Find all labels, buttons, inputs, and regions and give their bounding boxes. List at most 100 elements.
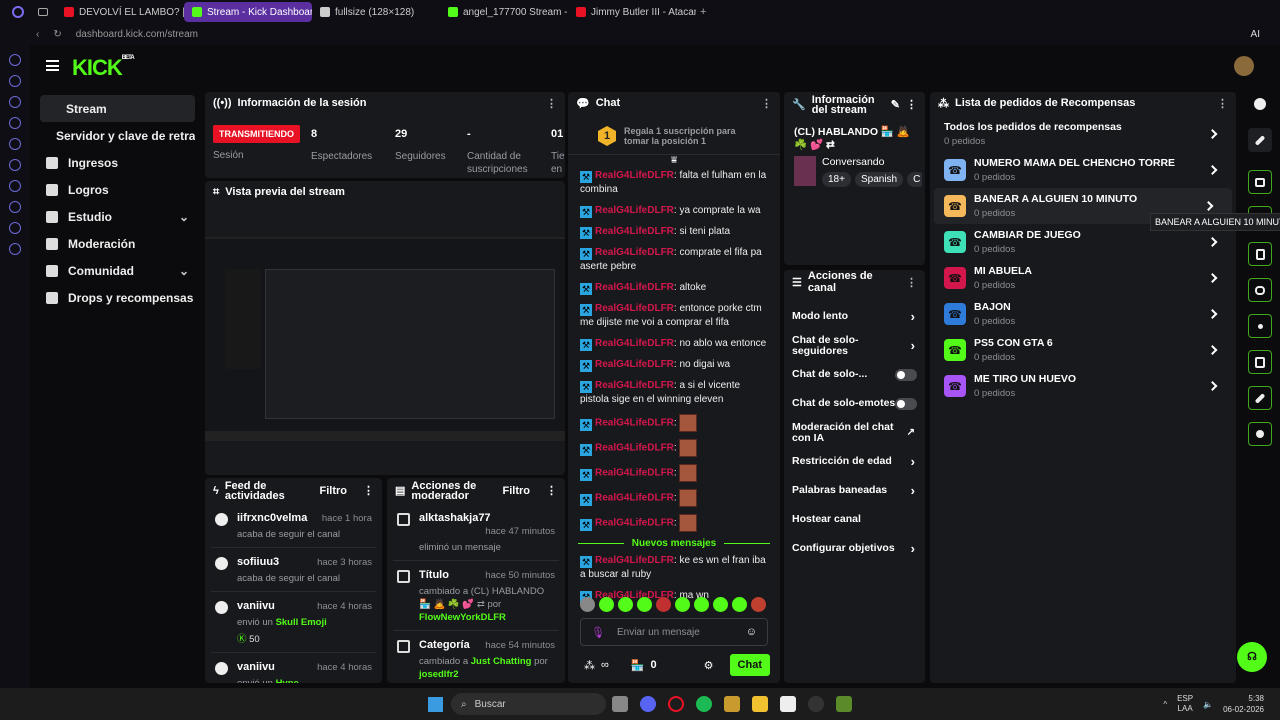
reload-icon[interactable]: ↻: [53, 29, 62, 40]
more-icon[interactable]: ⋮: [546, 97, 557, 110]
broadcast-toggle-icon[interactable]: [1248, 314, 1272, 338]
opera-logo-icon[interactable]: [12, 6, 24, 18]
edit-icon[interactable]: [1248, 128, 1272, 152]
item-title[interactable]: Título: [419, 569, 449, 581]
chat-username[interactable]: RealG4LifeDLFR: [595, 247, 674, 258]
category-name[interactable]: Conversando: [822, 156, 885, 168]
send-chat-button[interactable]: Chat: [729, 654, 770, 676]
reward-row[interactable]: ☎ PS5 CON GTA 6 0 pedidos: [930, 332, 1236, 368]
tag-chip[interactable]: C: [907, 172, 922, 187]
chat-username[interactable]: RealG4LifeDLFR: [595, 303, 674, 314]
file-explorer-icon[interactable]: [752, 696, 768, 712]
chat-username[interactable]: RealG4LifeDLFR: [595, 205, 674, 216]
language-indicator[interactable]: ESP LAA: [1177, 694, 1194, 713]
channel-action[interactable]: Chat de solo-...: [784, 360, 925, 389]
menu-icon[interactable]: [46, 60, 59, 71]
highlight-link[interactable]: Just Chatting: [470, 656, 532, 667]
channel-action[interactable]: Modo lento ›: [784, 302, 925, 331]
channel-action[interactable]: Chat de solo-seguidores ›: [784, 331, 925, 360]
sidebar-item[interactable]: Estudio ⌄: [40, 203, 195, 230]
reward-row[interactable]: ☎ BANEAR A ALGUIEN 10 MINUTO 0 pedidos: [934, 188, 1232, 224]
highlight-link[interactable]: Skull Emoji: [275, 617, 327, 628]
channel-action[interactable]: Hostear canal: [784, 505, 925, 534]
item-title[interactable]: alktashakja77: [419, 512, 491, 524]
highlight-link[interactable]: Hype: [276, 678, 299, 683]
clock[interactable]: 5:38 06-02-2026: [1223, 694, 1264, 714]
more-icon[interactable]: ⋮: [906, 99, 917, 111]
kick-logo[interactable]: KICKBETA: [72, 55, 135, 80]
item-title[interactable]: iifrxnc0velma: [237, 512, 308, 524]
item-title[interactable]: vaniivu: [237, 661, 275, 673]
minecraft-icon[interactable]: [836, 696, 852, 712]
more-icon[interactable]: ⋮: [761, 97, 772, 110]
sidebar-item[interactable]: Drops y recompensas: [40, 284, 195, 311]
browser-tab[interactable]: fullsize (128×128): [312, 2, 440, 22]
chat-message[interactable]: ⚒ RealG4LifeDLFR: si teni plata: [580, 226, 731, 239]
chat-username[interactable]: RealG4LifeDLFR: [595, 517, 674, 529]
item-title[interactable]: vaniivu: [237, 600, 275, 612]
reward-row[interactable]: ☎ BAJON 0 pedidos: [930, 296, 1236, 332]
discord-icon[interactable]: [640, 696, 656, 712]
chat-username[interactable]: RealG4LifeDLFR: [595, 226, 674, 237]
more-icon[interactable]: ⋮: [1217, 97, 1228, 110]
browser-tab[interactable]: Stream - Kick Dashboard: [184, 2, 312, 22]
chat-message[interactable]: ⚒ RealG4LifeDLFR: no ablo wa entonce: [580, 338, 767, 351]
chat-username[interactable]: RealG4LifeDLFR: [595, 590, 674, 601]
channel-action[interactable]: Configurar objetivos ›: [784, 534, 925, 563]
opera-icon[interactable]: [668, 696, 684, 712]
chat-username[interactable]: RealG4LifeDLFR: [595, 338, 674, 349]
sidebar-item[interactable]: Ingresos: [40, 149, 195, 176]
chat-username[interactable]: RealG4LifeDLFR: [595, 555, 674, 566]
sidebar-item[interactable]: Stream: [40, 95, 195, 122]
sidebar-item[interactable]: Moderación: [40, 230, 195, 257]
emote-icon[interactable]: [599, 597, 614, 612]
task-view-icon[interactable]: [612, 696, 628, 712]
channel-action[interactable]: Chat de solo-emotes: [784, 389, 925, 418]
tray-chevron-icon[interactable]: ^: [1163, 699, 1168, 709]
chat-message[interactable]: ⚒ RealG4LifeDLFR:: [568, 486, 780, 511]
chat-message[interactable]: ⚒ RealG4LifeDLFR: entonce porke ctm me di…: [580, 303, 762, 328]
sidebar-item[interactable]: Logros: [40, 176, 195, 203]
chat-toggle-icon[interactable]: [1248, 278, 1272, 302]
info-icon[interactable]: [1248, 92, 1272, 116]
windows-start-icon[interactable]: [428, 696, 443, 712]
reward-row[interactable]: ☎ MI ABUELA 0 pedidos: [930, 260, 1236, 296]
reward-row[interactable]: ☎ NUMERO MAMA DEL CHENCHO TORRE 0 pedidos: [930, 152, 1236, 188]
document-toggle-icon[interactable]: [1248, 242, 1272, 266]
emote-icon[interactable]: [675, 597, 690, 612]
points-icon[interactable]: ⁂: [584, 659, 595, 672]
preview-toggle-icon[interactable]: [1248, 170, 1272, 194]
url[interactable]: dashboard.kick.com/stream: [75, 29, 199, 40]
more-icon[interactable]: ⋮: [906, 276, 917, 289]
channel-action[interactable]: Restricción de edad ›: [784, 447, 925, 476]
chat-username[interactable]: RealG4LifeDLFR: [595, 417, 674, 429]
chat-username[interactable]: RealG4LifeDLFR: [595, 359, 674, 370]
toggle-switch[interactable]: [895, 368, 917, 381]
highlight-link[interactable]: josedlfr2: [419, 669, 459, 680]
chat-username[interactable]: RealG4LifeDLFR: [595, 467, 674, 479]
chat-message[interactable]: ⚒ RealG4LifeDLFR: comprate el fifa pa ase…: [580, 247, 762, 272]
ai-button[interactable]: AI: [1250, 29, 1260, 40]
emote-icon[interactable]: [713, 597, 728, 612]
store-icon[interactable]: [780, 696, 796, 712]
store-icon[interactable]: 🏪: [630, 659, 645, 672]
pinned-collapse-icon[interactable]: ⩸: [568, 154, 780, 166]
filter-button[interactable]: Filtro: [502, 485, 531, 497]
emote-icon[interactable]: [694, 597, 709, 612]
sidebar-item[interactable]: Comunidad ⌄: [40, 257, 195, 284]
all-rewards-row[interactable]: Todos los pedidos de recompensas 0 pedido…: [930, 116, 1236, 152]
chat-message[interactable]: ⚒ RealG4LifeDLFR:: [568, 411, 780, 436]
browser-tab[interactable]: angel_177700 Stream - W: [440, 2, 568, 22]
chat-username[interactable]: RealG4LifeDLFR: [595, 492, 674, 504]
sidebar-item[interactable]: Servidor y clave de retransmisión: [40, 122, 195, 149]
emote-icon[interactable]: [637, 597, 652, 612]
more-icon[interactable]: ⋮: [363, 485, 374, 497]
reward-row[interactable]: ☎ ME TIRO UN HUEVO 0 pedidos: [930, 368, 1236, 404]
chat-message[interactable]: ⚒ RealG4LifeDLFR:: [568, 461, 780, 486]
emote-icon[interactable]: [618, 597, 633, 612]
channel-actions-toggle-icon[interactable]: [1248, 350, 1272, 374]
emoji-icon[interactable]: ☺: [745, 626, 757, 638]
chat-message[interactable]: ⚒ RealG4LifeDLFR:: [568, 511, 780, 536]
emote-icon[interactable]: [656, 597, 671, 612]
new-tab-icon[interactable]: +: [700, 6, 707, 18]
